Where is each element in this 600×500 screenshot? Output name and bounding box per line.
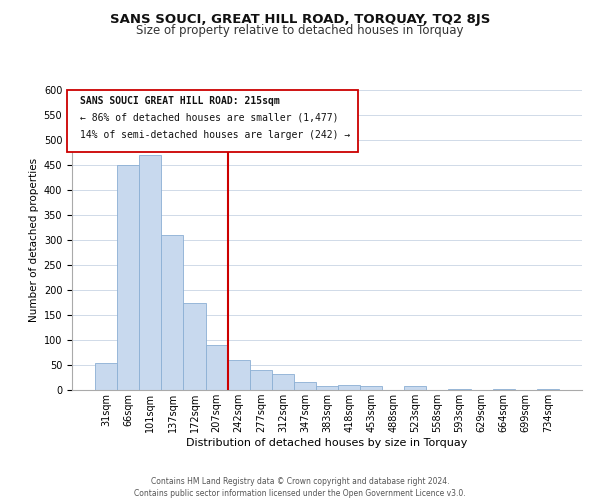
Bar (294, 382, 316, 390)
Bar (537, 388, 559, 390)
Bar (206, 345, 227, 390)
Bar (250, 370, 272, 390)
Text: Contains HM Land Registry data © Crown copyright and database right 2024.: Contains HM Land Registry data © Crown c… (151, 477, 449, 486)
Bar (404, 386, 427, 390)
Bar (360, 386, 382, 390)
Bar (272, 374, 294, 390)
Bar (316, 386, 338, 390)
Bar (161, 235, 184, 390)
Bar (117, 165, 139, 390)
Bar (227, 360, 250, 390)
Bar (139, 155, 161, 390)
Text: ← 86% of detached houses are smaller (1,477): ← 86% of detached houses are smaller (1,… (80, 112, 338, 122)
Text: SANS SOUCI GREAT HILL ROAD: 215sqm: SANS SOUCI GREAT HILL ROAD: 215sqm (80, 96, 280, 106)
Bar (184, 302, 206, 390)
FancyBboxPatch shape (67, 90, 358, 152)
Text: Size of property relative to detached houses in Torquay: Size of property relative to detached ho… (136, 24, 464, 37)
Bar (448, 388, 470, 390)
Text: Contains public sector information licensed under the Open Government Licence v3: Contains public sector information licen… (134, 488, 466, 498)
Text: SANS SOUCI, GREAT HILL ROAD, TORQUAY, TQ2 8JS: SANS SOUCI, GREAT HILL ROAD, TORQUAY, TQ… (110, 12, 490, 26)
Text: 14% of semi-detached houses are larger (242) →: 14% of semi-detached houses are larger (… (80, 130, 350, 140)
Bar (338, 385, 360, 390)
X-axis label: Distribution of detached houses by size in Torquay: Distribution of detached houses by size … (187, 438, 467, 448)
Bar (95, 362, 117, 390)
Bar (493, 388, 515, 390)
Y-axis label: Number of detached properties: Number of detached properties (29, 158, 40, 322)
